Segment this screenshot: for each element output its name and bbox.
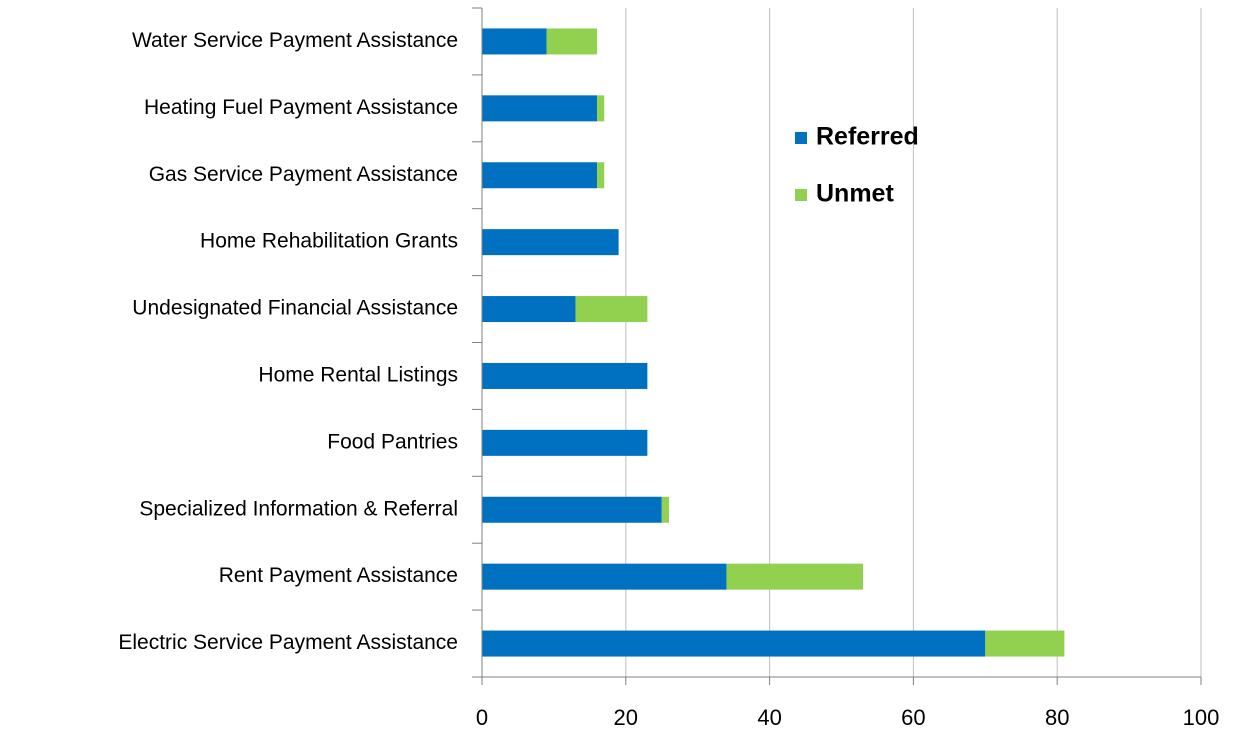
x-tick-label: 40	[757, 705, 781, 730]
y-tick-label: Water Service Payment Assistance	[132, 29, 458, 52]
y-tick-label: Undesignated Financial Assistance	[132, 297, 458, 320]
bar	[482, 28, 547, 55]
y-tick-label: Food Pantries	[327, 430, 458, 453]
y-tick-label: Electric Service Payment Assistance	[118, 631, 458, 654]
bar	[482, 362, 648, 389]
bar	[482, 229, 619, 256]
y-tick-label: Gas Service Payment Assistance	[149, 163, 458, 186]
legend-swatch	[795, 189, 807, 201]
x-tick-label: 60	[901, 705, 925, 730]
bar	[726, 563, 864, 590]
bar	[546, 28, 598, 55]
legend-label: Referred	[816, 123, 919, 151]
bar	[661, 496, 669, 523]
bar	[482, 429, 648, 456]
y-tick-label: Specialized Information & Referral	[139, 497, 458, 520]
bar	[985, 630, 1065, 657]
bar	[482, 296, 576, 323]
bar	[597, 162, 605, 189]
x-tick-label: 0	[476, 705, 488, 730]
x-tick-label: 100	[1183, 705, 1220, 730]
y-tick-label: Heating Fuel Payment Assistance	[144, 96, 458, 119]
y-tick-label: Home Rental Listings	[258, 363, 458, 386]
bar	[482, 630, 986, 657]
bar	[482, 563, 727, 590]
bar	[482, 162, 598, 189]
bar	[597, 95, 605, 122]
x-tick-label: 80	[1045, 705, 1069, 730]
bar	[482, 496, 662, 523]
y-tick-label: Rent Payment Assistance	[219, 564, 458, 587]
legend-label: Unmet	[816, 180, 894, 208]
legend-swatch	[795, 132, 807, 144]
x-tick-label: 20	[614, 705, 638, 730]
bar	[482, 95, 598, 122]
bar	[575, 296, 648, 323]
y-tick-label: Home Rehabilitation Grants	[200, 230, 458, 253]
